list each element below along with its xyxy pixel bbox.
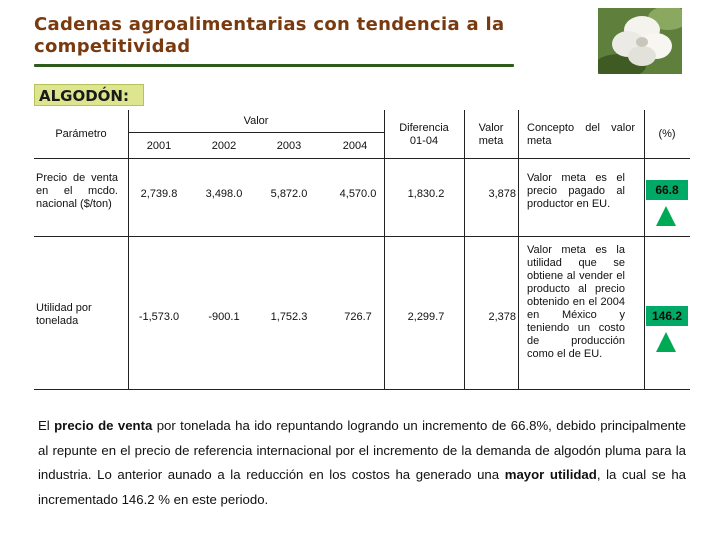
header-parametro: Parámetro (55, 128, 107, 140)
up-arrow-icon (656, 206, 676, 226)
page-title: Cadenas agroalimentarias con tendencia a… (34, 14, 505, 57)
up-arrow-icon (656, 332, 676, 352)
row-valor-meta: 3,878 (488, 188, 516, 200)
col-divider (464, 110, 465, 390)
col-divider (518, 110, 519, 390)
valor-underline (128, 132, 384, 133)
header-concepto: Concepto del valor meta (527, 122, 635, 147)
table-header-band (34, 110, 690, 158)
row-concepto: Valor meta es la utilidad que se obtiene… (527, 244, 625, 360)
row-divider (34, 236, 690, 237)
row-parametro: Precio de venta en el mcdo. nacional ($/… (36, 172, 118, 210)
summary-paragraph: El precio de venta por tonelada ha ido r… (38, 414, 686, 512)
paragraph-text: El (38, 418, 50, 433)
data-table: Parámetro Valor 2001 2002 2003 2004 Dife… (34, 110, 690, 390)
pct-value: 146.2 (651, 309, 683, 323)
pct-badge: 146.2 (646, 306, 688, 326)
row-value: 4,570.0 (339, 188, 377, 200)
section-label: ALGODÓN: (34, 84, 144, 106)
header-year: 2001 (146, 140, 172, 152)
header-pct: (%) (658, 128, 676, 140)
row-concepto: Valor meta es el precio pagado al produc… (527, 172, 625, 210)
row-value: -1,573.0 (138, 311, 180, 323)
cotton-flower-photo (598, 8, 682, 74)
row-value: 5,872.0 (270, 188, 308, 200)
paragraph-emphasis: precio de venta (54, 418, 153, 433)
row-diferencia: 1,830.2 (407, 188, 445, 200)
table-bottom-line (34, 389, 690, 390)
row-value: 3,498.0 (205, 188, 243, 200)
pct-value: 66.8 (655, 183, 679, 197)
header-valor: Valor (243, 115, 269, 127)
paragraph-emphasis: mayor utilidad (504, 467, 597, 482)
pct-badge: 66.8 (646, 180, 688, 200)
row-valor-meta: 2,378 (488, 311, 516, 323)
header-year: 2002 (211, 140, 237, 152)
row-value: 726.7 (344, 311, 372, 323)
col-divider (644, 110, 645, 390)
header-year: 2004 (342, 140, 368, 152)
row-value: -900.1 (208, 311, 240, 323)
row-diferencia: 2,299.7 (407, 311, 445, 323)
title-divider (34, 64, 514, 67)
header-diferencia: Diferencia 01-04 (399, 122, 449, 147)
row-value: 1,752.3 (270, 311, 308, 323)
row-value: 2,739.8 (140, 188, 178, 200)
row-parametro: Utilidad por tonelada (36, 302, 92, 327)
header-valor-meta: Valor meta (478, 122, 504, 147)
header-divider (34, 158, 690, 159)
col-divider (384, 110, 385, 390)
header-year: 2003 (276, 140, 302, 152)
col-divider (128, 110, 129, 390)
paragraph-text: por tonelada ha ido repuntando logrando … (38, 418, 686, 482)
paragraph-text: , la cual se ha incrementado 146.2 % en … (38, 467, 687, 507)
